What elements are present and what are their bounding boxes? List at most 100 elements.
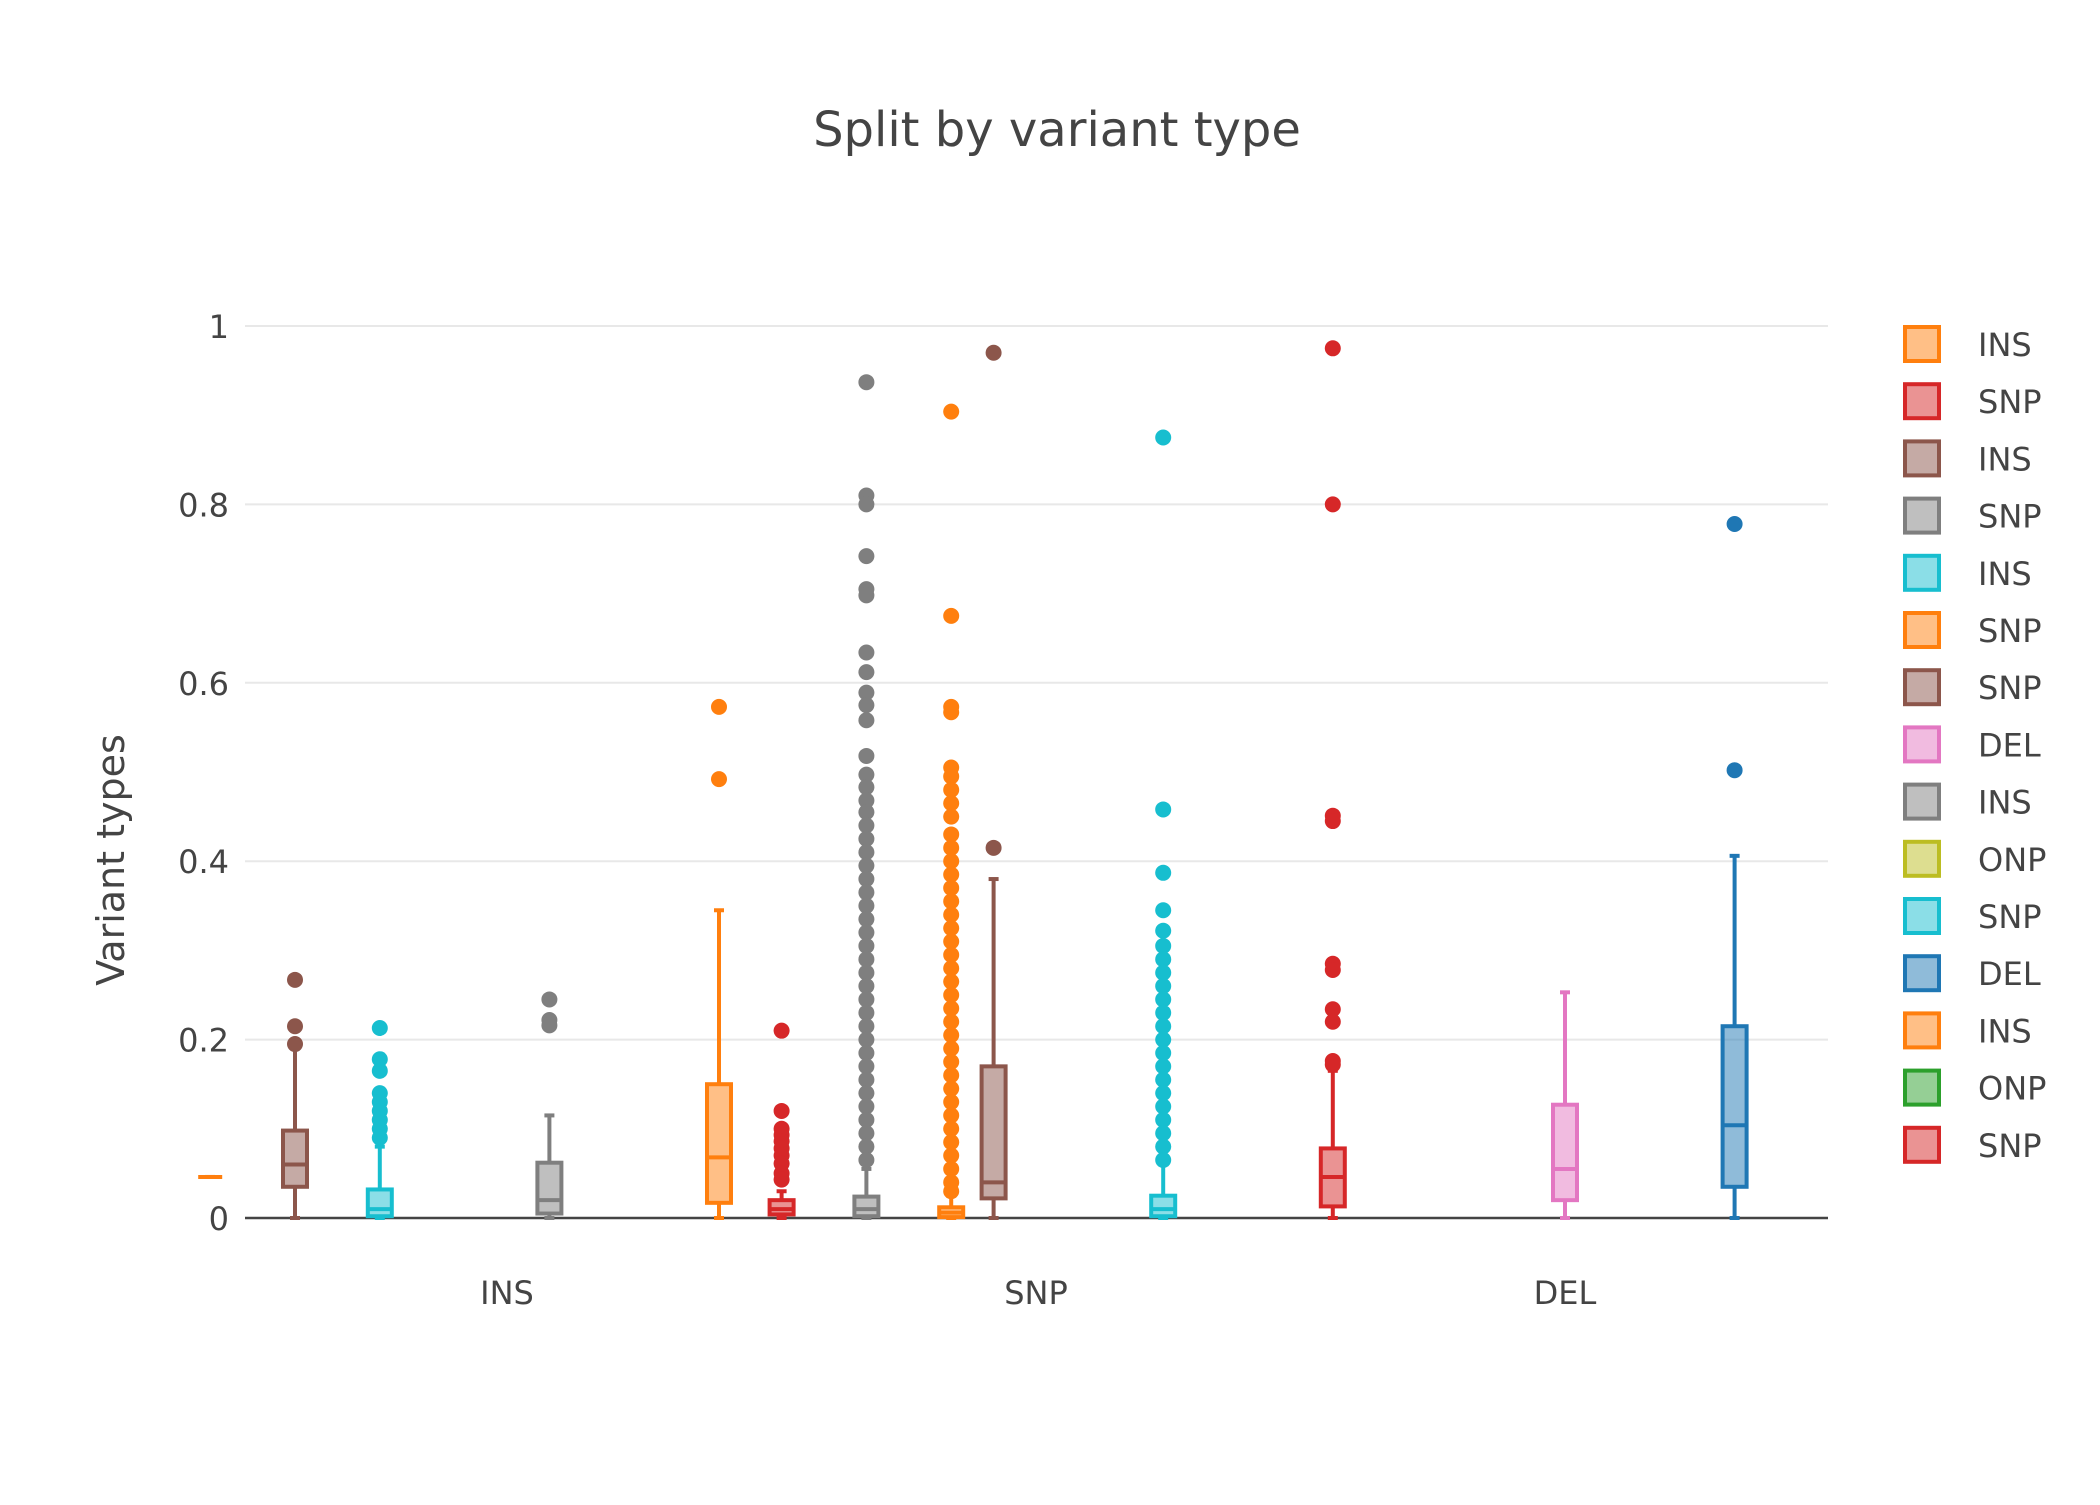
outlier-point xyxy=(858,951,875,968)
gridlines xyxy=(245,325,1828,1041)
legend-swatch xyxy=(1903,382,1941,421)
outlier-point xyxy=(1155,864,1172,881)
outlier-point xyxy=(1324,1013,1341,1030)
outlier-point xyxy=(1155,902,1172,919)
outlier-point xyxy=(858,1085,875,1102)
outlier-point xyxy=(943,1147,960,1164)
outlier-point xyxy=(943,853,960,870)
outlier-point xyxy=(943,933,960,950)
legend-swatch xyxy=(1903,725,1941,764)
legend-label: INS xyxy=(1978,555,2032,593)
outlier-point xyxy=(858,924,875,941)
outlier-point xyxy=(858,1031,875,1048)
box-iqr xyxy=(705,1082,733,1205)
outlier-point xyxy=(943,1027,960,1044)
box-trace xyxy=(852,374,881,1220)
outlier-point xyxy=(943,879,960,896)
outlier-point xyxy=(943,839,960,856)
legend-swatch xyxy=(1903,668,1941,707)
box-iqr xyxy=(365,1187,394,1219)
outlier-point xyxy=(858,766,875,783)
outlier-point xyxy=(1155,1098,1172,1115)
legend-label: SNP xyxy=(1978,1127,2042,1165)
legend-swatch xyxy=(1903,1125,1941,1164)
outlier-point xyxy=(943,1053,960,1070)
outlier-point xyxy=(541,1017,558,1034)
legend-item: ONP xyxy=(1903,1068,2046,1108)
legend-item: DEL xyxy=(1903,725,2041,764)
box-trace xyxy=(705,698,733,1220)
legend-item: INS xyxy=(1903,782,2032,822)
outlier-point xyxy=(1155,1152,1172,1169)
legend-label: INS xyxy=(1978,784,2032,822)
outlier-point xyxy=(1324,496,1341,513)
legend-item: SNP xyxy=(1903,611,2042,650)
y-tick-label: 0.6 xyxy=(178,665,229,703)
legend-label: INS xyxy=(1978,1012,2032,1050)
legend-item: INS xyxy=(1903,439,2032,478)
legend-label: ONP xyxy=(1978,841,2046,879)
legend-label: SNP xyxy=(1978,669,2042,707)
outlier-point xyxy=(1155,1125,1172,1142)
x-tick-label: DEL xyxy=(1534,1274,1597,1312)
legend-item: SNP xyxy=(1903,496,2042,536)
outlier-point xyxy=(943,960,960,977)
x-tick-label: INS xyxy=(480,1274,534,1312)
outlier-point xyxy=(943,607,960,624)
outlier-point xyxy=(858,548,875,565)
legend: INS SNP INS SNP INS SNP SNP DEL INS ONP SNP DEL INS O… xyxy=(1903,325,2046,1165)
outlier-point xyxy=(943,1183,960,1200)
outlier-point xyxy=(1155,1031,1172,1048)
box-iqr xyxy=(1149,1193,1178,1219)
outlier-point xyxy=(943,1120,960,1137)
outlier-point xyxy=(943,795,960,812)
outlier-point xyxy=(1155,429,1172,446)
box-trace xyxy=(1551,990,1579,1220)
outlier-point xyxy=(858,587,875,604)
outlier-point xyxy=(943,1107,960,1124)
outlier-point xyxy=(943,946,960,963)
legend-label: INS xyxy=(1978,440,2032,478)
box-trace xyxy=(281,971,309,1220)
y-tick-label: 0.8 xyxy=(178,486,229,524)
y-tick-label: 0 xyxy=(209,1200,229,1238)
legend-label: ONP xyxy=(1978,1070,2046,1108)
legend-item: DEL xyxy=(1903,954,2041,993)
legend-swatch xyxy=(1903,782,1941,821)
outlier-point xyxy=(943,768,960,785)
outlier-point xyxy=(287,971,303,988)
outlier-point xyxy=(1155,922,1172,939)
outlier-point xyxy=(1324,1001,1341,1018)
outlier-point xyxy=(1155,964,1172,981)
box-iqr xyxy=(535,1160,564,1216)
outlier-point xyxy=(287,1018,303,1035)
outlier-point xyxy=(858,1044,875,1061)
outlier-point xyxy=(1324,813,1341,830)
outlier-point xyxy=(858,496,875,513)
outlier-point xyxy=(858,1152,875,1169)
box-trace xyxy=(535,991,564,1220)
outlier-point xyxy=(943,973,960,990)
outlier-point xyxy=(858,747,875,764)
outlier-point xyxy=(858,1125,875,1142)
outlier-point xyxy=(858,1004,875,1021)
outlier-point xyxy=(858,1138,875,1155)
legend-item: INS xyxy=(1903,325,2032,364)
outlier-point xyxy=(1155,991,1172,1008)
legend-label: INS xyxy=(1978,326,2032,364)
outlier-point xyxy=(773,1022,790,1039)
outlier-point xyxy=(943,920,960,937)
legend-label: SNP xyxy=(1978,498,2042,536)
outlier-point xyxy=(541,991,558,1008)
outlier-point xyxy=(858,664,875,681)
outlier-point xyxy=(858,792,875,809)
outlier-point xyxy=(371,1129,388,1146)
outlier-point xyxy=(858,1058,875,1075)
legend-swatch xyxy=(1903,839,1941,878)
outlier-point xyxy=(1155,1044,1172,1061)
legend-swatch xyxy=(1903,1068,1941,1107)
legend-item: SNP xyxy=(1903,668,2042,707)
outlier-point xyxy=(943,1013,960,1030)
